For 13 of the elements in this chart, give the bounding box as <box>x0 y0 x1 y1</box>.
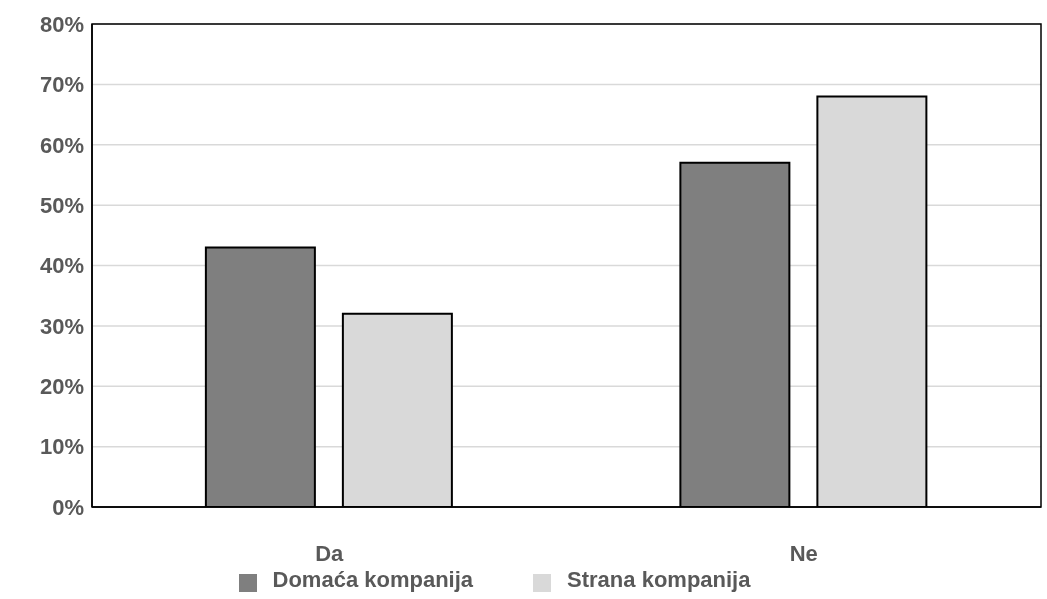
x-tick-label: Ne <box>789 540 818 566</box>
y-tick-label: 10% <box>39 434 84 460</box>
y-tick-label: 70% <box>39 72 84 98</box>
x-tick-label: Da <box>315 540 345 566</box>
legend-label: Strana kompanija <box>567 567 751 592</box>
y-tick-label: 0% <box>52 494 84 520</box>
legend-label: Domaća kompanija <box>272 567 474 592</box>
y-tick-label: 20% <box>39 374 84 400</box>
y-tick-label: 50% <box>39 192 84 218</box>
y-tick-label: 40% <box>39 253 84 279</box>
y-tick-label: 60% <box>39 132 84 158</box>
y-tick-label: 80% <box>39 11 84 37</box>
y-tick-label: 30% <box>39 313 84 339</box>
